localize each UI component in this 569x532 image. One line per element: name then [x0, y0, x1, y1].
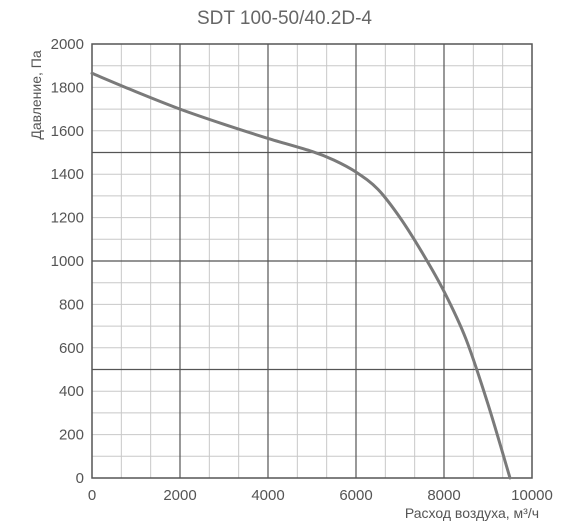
x-tick-label: 4000 — [251, 487, 284, 504]
x-tick-label: 10000 — [511, 487, 553, 504]
y-tick-label: 200 — [59, 427, 84, 444]
y-tick-label: 1600 — [51, 123, 84, 140]
plot-frame — [91, 43, 533, 479]
minor-grid — [92, 44, 532, 478]
series-layer — [90, 71, 512, 480]
y-tick-label: 400 — [59, 383, 84, 400]
x-tick-label: 8000 — [427, 487, 460, 504]
y-tick-label: 2000 — [51, 36, 84, 53]
x-axis-title: Расход воздуха, м³/ч — [404, 505, 539, 521]
y-tick-label: 1200 — [51, 210, 84, 227]
chart-title: SDT 100-50/40.2D-4 — [197, 8, 372, 29]
x-tick-label: 2000 — [163, 487, 196, 504]
major-grid — [92, 44, 532, 478]
x-tick-label: 6000 — [339, 487, 372, 504]
y-tick-label: 800 — [59, 296, 84, 313]
y-tick-labels: 0 200 400 600 800 1000 1200 1400 1600 1800 2000 — [51, 36, 84, 487]
x-tick-labels: 0 2000 4000 6000 8000 10000 — [88, 487, 553, 504]
series-line — [90, 71, 512, 480]
y-tick-label: 1000 — [51, 253, 84, 270]
y-tick-label: 1800 — [51, 79, 84, 96]
y-tick-label: 1400 — [51, 166, 84, 183]
x-tick-label: 0 — [88, 487, 96, 504]
y-tick-label: 600 — [59, 340, 84, 357]
y-tick-label: 0 — [76, 470, 84, 487]
